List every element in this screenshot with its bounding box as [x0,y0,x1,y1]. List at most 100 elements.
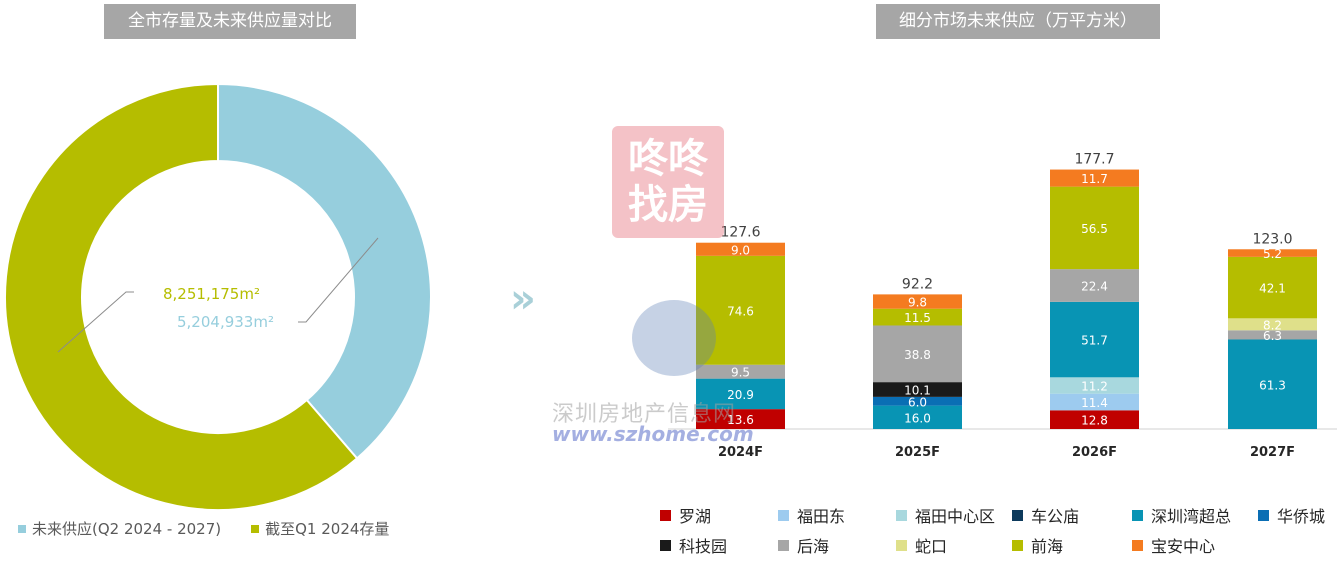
x-tick-label: 2027F [1250,445,1295,460]
legend-label: 蛇口 [915,537,948,556]
bar-segment [1050,377,1139,394]
bar-data-label: 22.4 [1081,279,1108,293]
bar-data-label: 11.7 [1081,172,1108,186]
bar-segment [873,294,962,309]
legend-swatch [896,509,907,521]
x-tick-label: 2025F [895,445,940,460]
bar-segment [1050,269,1139,302]
house-logo-icon [632,300,716,376]
legend-item: 蛇口 [896,534,1012,556]
legend-swatch [1258,509,1269,521]
bar-data-label: 56.5 [1081,222,1108,236]
bar-segment [1228,318,1317,331]
bar-data-label: 11.5 [904,311,931,325]
legend-swatch [1132,509,1143,521]
bar-segment [1050,169,1139,187]
bar-data-label: 74.6 [727,304,754,318]
legend-swatch [1132,539,1143,551]
bar-data-label: 42.1 [1259,282,1286,296]
legend-label: 福田中心区 [915,507,996,526]
legend-swatch [251,524,260,533]
bar-segment [873,405,962,429]
bar-total-label: 127.6 [720,225,760,241]
bar-segment [696,364,785,379]
legend-swatch [1012,539,1023,551]
donut-chart-title: 全市存量及未来供应量对比 [104,4,356,39]
bar-data-label: 16.0 [904,411,931,425]
bar-data-label: 9.0 [731,243,750,257]
legend-item: 车公庙 [1012,504,1132,526]
bar-chart-title: 细分市场未来供应（万平方米） [876,4,1160,39]
legend-label: 宝安中心 [1151,537,1216,556]
legend-swatch [778,509,789,521]
bar-data-label: 11.2 [1081,379,1108,393]
bar-data-label: 13.6 [727,413,754,427]
legend-label: 截至Q1 2024存量 [265,520,390,538]
bar-data-label: 61.3 [1259,378,1286,392]
bar-legend: 罗湖 福田东 福田中心区 车公庙 深圳湾超总 华侨城科技园 后海 蛇口 前海 宝安中心 [660,504,1337,556]
legend-item: 宝安中心 [1132,534,1258,556]
x-tick-label: 2024F [718,445,763,460]
legend-item: 罗湖 [660,504,778,526]
legend-item-future-supply: 未来供应(Q2 2024 - 2027) [18,518,221,539]
bar-data-label: 9.5 [731,366,750,380]
legend-swatch [660,539,671,551]
bar-data-label: 20.9 [727,388,754,402]
legend-swatch [660,509,671,521]
legend-swatch [896,539,907,551]
slice-label-existing-stock: 8,251,175m² [163,285,260,303]
bar-segment [1228,249,1317,257]
bar-data-label: 10.1 [904,384,931,398]
donut-legend: 未来供应(Q2 2024 - 2027) 截至Q1 2024存量 [18,518,389,539]
bar-data-label: 6.3 [1263,329,1282,343]
legend-swatch [1012,509,1023,521]
legend-item: 后海 [778,534,896,556]
x-tick-label: 2026F [1072,445,1117,460]
donut-chart: 8,251,175m² 5,204,933m² [4,82,432,511]
bar-data-label: 12.8 [1081,414,1108,428]
donut-slice [4,82,359,511]
bar-segment [1050,301,1139,378]
legend-label: 车公庙 [1031,507,1080,526]
legend-label: 前海 [1031,537,1064,556]
bar-data-label: 9.8 [908,296,927,310]
legend-item: 福田中心区 [896,504,1012,526]
watermark-site-url: www.szhome.com [552,422,754,446]
bar-total-label: 177.7 [1074,152,1114,168]
bar-segment [696,242,785,256]
legend-label: 深圳湾超总 [1151,507,1232,526]
stacked-bar-chart: 13.6 20.9 9.5 74.6 9.0 127.6 2024F 16.0 6.010.1 3… [668,152,1337,460]
bar-segment [873,325,962,383]
legend-label: 科技园 [679,537,728,556]
bar-segment [873,396,962,406]
legend-label: 罗湖 [679,507,712,526]
legend-label: 福田东 [797,507,846,526]
legend-swatch [18,524,26,533]
bar-total-label: 123.0 [1252,231,1292,247]
watermark-brand-line: 咚咚 [628,136,708,182]
bar-segment [873,382,962,397]
watermark-brand-logo: 咚咚 找房 [612,126,724,238]
bar-total-label: 92.2 [902,276,933,292]
bar-data-label: 8.2 [1263,318,1282,332]
bar-segment [1050,393,1139,411]
bar-segment [873,308,962,326]
legend-item: 华侨城 [1258,504,1337,526]
bar-segment [1228,256,1317,319]
legend-label: 华侨城 [1277,507,1326,526]
bar-segment [696,409,785,429]
bar-segment [1050,410,1139,429]
bar-segment [1228,339,1317,429]
bar-data-label: 6.0 [908,395,927,409]
legend-item: 福田东 [778,504,896,526]
bar-data-label: 5.2 [1263,247,1282,261]
legend-label: 后海 [797,537,830,556]
bar-segment [696,255,785,365]
leader-line [57,291,134,353]
bar-segment [1228,330,1317,340]
legend-item: 科技园 [660,534,778,556]
bar-data-label: 11.4 [1081,396,1108,410]
leader-line [298,237,379,323]
bar-data-label: 51.7 [1081,334,1108,348]
bar-segment [1050,186,1139,270]
